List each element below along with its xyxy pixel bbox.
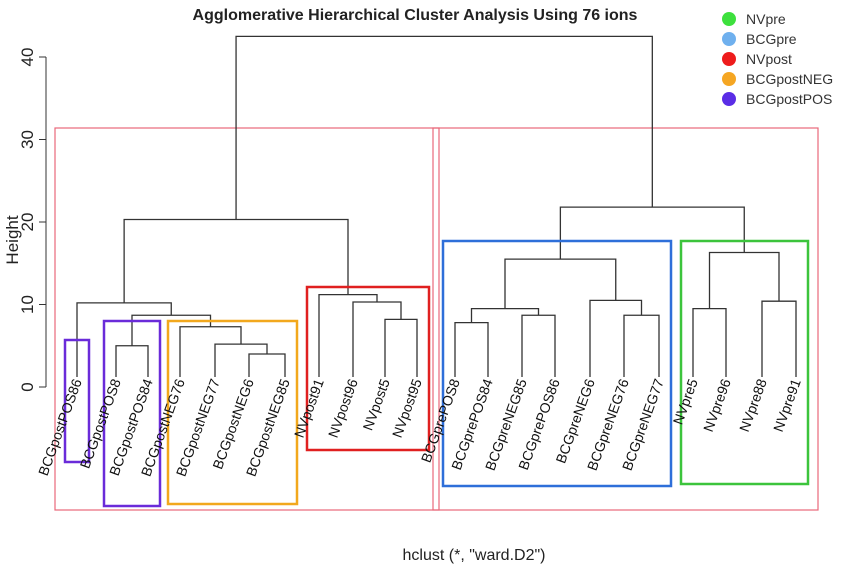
legend-swatch	[722, 52, 736, 66]
chart-title: Agglomerative Hierarchical Cluster Analy…	[193, 7, 638, 24]
y-axis-ticks: 0 10 20 30 40	[18, 48, 46, 392]
cluster-box	[679, 239, 810, 486]
outer-cluster-box	[432, 127, 819, 511]
cluster-box	[102, 319, 162, 508]
legend-label: BCGpre	[746, 31, 797, 47]
leaf-label: NVpre96	[700, 376, 734, 434]
legend-label: BCGpostPOS	[746, 91, 832, 107]
y-axis-label: Height	[3, 215, 22, 264]
outer-cluster-boxes	[54, 127, 819, 511]
leaf-label: NVpre5	[670, 376, 701, 426]
dendrogram-merge	[589, 299, 643, 377]
dendrogram-merge	[521, 314, 556, 377]
dendrogram-merge	[623, 314, 660, 377]
leaf-label: NVpost5	[359, 376, 392, 432]
dendrogram-merge	[318, 293, 378, 377]
dendrogram-merge	[352, 301, 402, 377]
outer-cluster-box	[54, 127, 440, 511]
legend-label: NVpost	[746, 51, 792, 67]
legend-label: BCGpostNEG	[746, 71, 833, 87]
y-tick-label: 20	[18, 213, 37, 232]
dendrogram-merge	[504, 258, 617, 309]
cluster-boxes	[63, 239, 810, 508]
dendrogram-merge	[248, 353, 286, 377]
legend-swatch	[722, 72, 736, 86]
dendrogram-merge	[692, 307, 727, 377]
legend-swatch	[722, 12, 736, 26]
legend-swatch	[722, 92, 736, 106]
dendrogram-merge	[115, 345, 149, 377]
y-tick-label: 0	[18, 382, 37, 391]
cluster-box	[63, 338, 91, 464]
leaf-label: NVpost96	[325, 376, 361, 439]
dendrogram-branches	[76, 35, 797, 377]
leaf-label: NVpre91	[770, 376, 804, 434]
dendrogram-merge	[214, 343, 268, 377]
y-tick-label: 10	[18, 295, 37, 314]
dendrogram-merge	[123, 218, 349, 303]
cluster-box	[305, 285, 431, 452]
leaf-label: NVpost95	[389, 376, 425, 439]
x-axis-subtitle: hclust (*, "ward.D2")	[403, 547, 546, 564]
legend-label: NVpre	[746, 11, 786, 27]
legend-swatch	[722, 32, 736, 46]
leaf-labels: BCGpostPOS86BCGpostPOS8BCGpostPOS84BCGpo…	[35, 376, 804, 478]
y-tick-label: 30	[18, 130, 37, 149]
y-tick-label: 40	[18, 48, 37, 67]
dendrogram-merge	[235, 35, 653, 220]
dendrogram-merge	[179, 326, 242, 377]
cluster-box	[166, 319, 299, 506]
dendrogram-merge	[454, 322, 489, 377]
leaf-label: NVpre88	[736, 376, 770, 434]
dendrogram-merge	[76, 302, 172, 377]
legend: NVpre BCGpre NVpost BCGpostNEG BCGpostPOS	[722, 11, 833, 107]
dendrogram-merge	[761, 300, 797, 377]
cluster-box	[441, 239, 673, 488]
dendrogram-merge	[708, 251, 780, 309]
dendrogram-merge	[559, 206, 745, 260]
dendrogram-merge	[384, 318, 418, 377]
